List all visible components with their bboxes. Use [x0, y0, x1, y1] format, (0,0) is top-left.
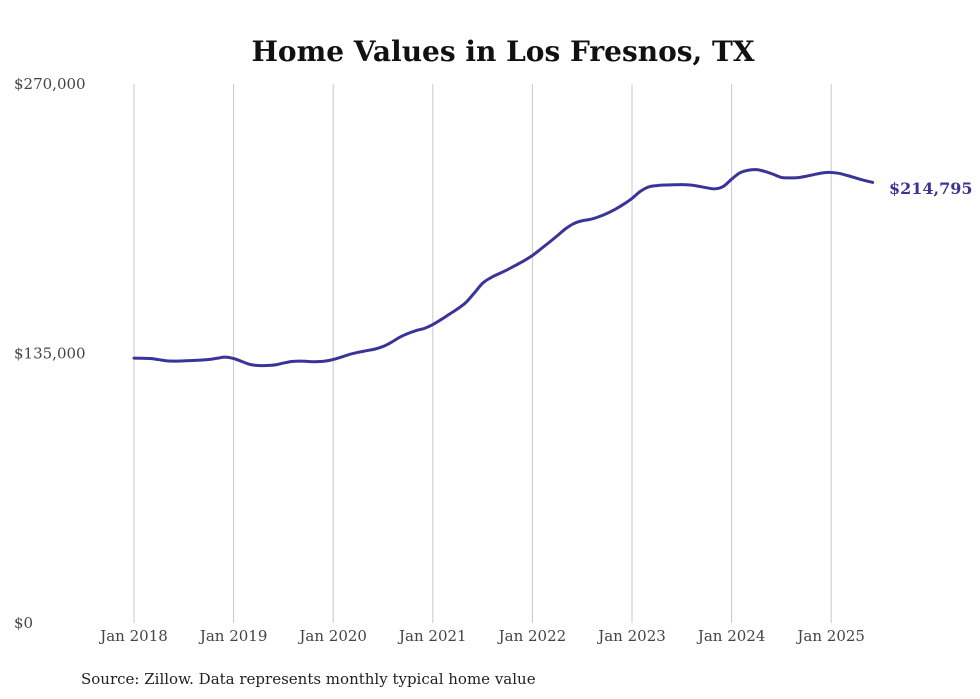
- x-tick-label: Jan 2024: [696, 627, 766, 645]
- source-note: Source: Zillow. Data represents monthly …: [81, 670, 536, 688]
- home-value-line: [132, 168, 875, 368]
- x-tick-label: Jan 2025: [795, 627, 865, 645]
- y-axis-labels: $0 $135,000 $270,000: [14, 75, 86, 632]
- x-tick-label: Jan 2022: [497, 627, 567, 645]
- x-axis-labels: Jan 2018 Jan 2019 Jan 2020 Jan 2021 Jan 2022…: [98, 627, 865, 645]
- x-tick-label: Jan 2021: [397, 627, 467, 645]
- x-tick-label: Jan 2023: [596, 627, 666, 645]
- last-value-label: $214,795: [889, 179, 973, 198]
- y-tick-label: $135,000: [14, 345, 86, 363]
- x-tick-label: Jan 2019: [198, 627, 268, 645]
- y-tick-label: $0: [14, 614, 33, 632]
- x-tick-label: Jan 2018: [98, 627, 168, 645]
- series-line-layer: [132, 168, 875, 368]
- x-tick-label: Jan 2020: [297, 627, 367, 645]
- y-tick-label: $270,000: [14, 75, 86, 93]
- gridlines: [133, 84, 832, 623]
- chart-title: Home Values in Los Fresnos, TX: [251, 35, 754, 68]
